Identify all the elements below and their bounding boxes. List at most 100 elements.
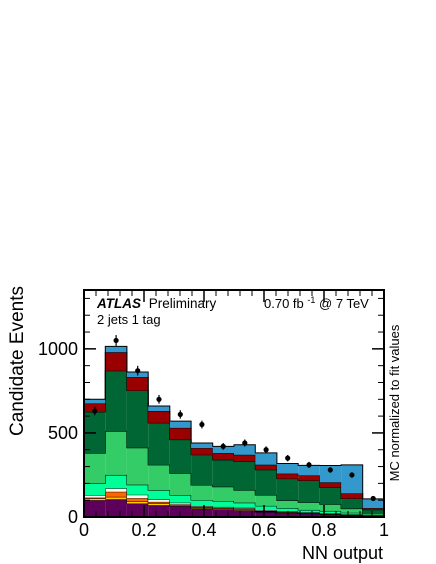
histogram-bar-s4-b7: [234, 502, 256, 508]
x-tick-label-5: 1: [379, 520, 389, 540]
histogram-bar-s1-b2: [126, 501, 149, 504]
axes: [83, 289, 385, 518]
histogram-bar-s1-b0: [84, 498, 106, 501]
histogram-bar-s6-b12: [341, 498, 363, 509]
data-point-0: [92, 408, 98, 414]
y-tick-label-0: 0: [68, 507, 78, 527]
histogram-bar-s0-b11: [319, 514, 342, 517]
histogram-bar-s7-b9: [276, 473, 299, 479]
luminosity-exponent: -1: [307, 295, 315, 305]
histogram-bar-s4-b6: [212, 501, 234, 507]
histogram-bar-s4-b8: [255, 505, 277, 511]
histogram-bar-s3-b0: [84, 495, 106, 498]
atlas-logo-text: ATLAS: [96, 296, 141, 311]
histogram-bar-s7-b12: [341, 493, 363, 499]
data-point-9: [285, 455, 291, 461]
histogram-bar-s8-b5: [191, 443, 213, 449]
histogram-bar-s2-b1: [105, 491, 127, 497]
histogram-bar-s8-b4: [169, 421, 192, 428]
histogram-bar-s4-b3: [148, 490, 170, 500]
histogram-bar-s5-b8: [255, 494, 277, 506]
histogram-bar-s4-b11: [319, 510, 342, 514]
histogram-bar-s0-b8: [255, 511, 277, 517]
histogram-bar-s3-b3: [148, 499, 170, 502]
data-point-12: [349, 472, 355, 478]
atlas-label: ATLAS Preliminary: [96, 296, 217, 311]
histogram-bar-s0-b7: [234, 510, 256, 517]
histogram-bar-s6-b6: [212, 459, 234, 487]
x-tick-label-2: 0.4: [191, 520, 216, 540]
histogram-bar-s0-b0: [84, 500, 106, 517]
luminosity-value: 0.70 fb: [264, 296, 304, 311]
histogram-bar-s0-b1: [105, 499, 127, 517]
histogram-bar-s6-b10: [298, 480, 320, 503]
histogram-bar-s5-b3: [148, 464, 170, 491]
histogram-bar-s8-b9: [276, 463, 299, 474]
data-point-3: [156, 396, 162, 402]
histogram-bar-s7-b11: [319, 482, 342, 488]
histogram-bar-s7-b5: [191, 448, 213, 455]
histogram-bar-s4-b0: [84, 483, 106, 496]
histogram-bar-s8-b7: [234, 444, 256, 455]
data-point-8: [263, 447, 269, 453]
data-point-7: [242, 440, 248, 446]
histogram-bar-s7-b2: [126, 377, 149, 391]
histogram-bar-s0-b6: [212, 509, 234, 517]
histogram-bar-s7-b1: [105, 352, 127, 371]
histogram-bar-s6-b8: [255, 469, 277, 495]
normalization-label: MC normalized to fit values: [387, 324, 402, 481]
histogram-bar-s6-b13: [362, 509, 384, 514]
histogram-bar-s5-b6: [212, 486, 234, 502]
x-tick-label-4: 0.8: [311, 520, 336, 540]
histogram-bar-s8-b11: [319, 465, 342, 483]
histogram-bar-s6-b4: [169, 439, 192, 474]
histogram-bar-s5-b11: [319, 504, 342, 511]
data-points: [92, 335, 376, 502]
histogram-bar-s5-b10: [298, 502, 320, 510]
data-point-11: [327, 467, 333, 473]
histogram-bar-s1-b3: [148, 503, 170, 506]
histogram-bar-s8-b0: [84, 399, 106, 404]
x-tick-label-1: 0.2: [131, 520, 156, 540]
energy-text: @ 7 TeV: [319, 296, 369, 311]
y-tick-label-1: 500: [48, 423, 78, 443]
stacked-histogram: [84, 345, 384, 517]
data-point-13: [370, 495, 376, 502]
histogram-bar-s8-b8: [255, 452, 277, 465]
histogram-bar-s3-b1: [105, 488, 127, 492]
histogram-bar-s5-b12: [341, 508, 363, 513]
histogram-bar-s6-b1: [105, 370, 127, 432]
histogram-bar-s4-b12: [341, 512, 363, 515]
histogram-bar-s5-b1: [105, 431, 127, 475]
preliminary-text: Preliminary: [149, 296, 217, 311]
histogram-bar-s5-b0: [84, 453, 106, 484]
ticks: 0 0.2 0.4 0.6 0.8 1 0 500 1000: [38, 290, 389, 540]
histogram-bar-s5-b4: [169, 473, 192, 496]
histogram-bar-s8-b1: [105, 346, 127, 353]
x-tick-label-3: 0.6: [251, 520, 276, 540]
histogram-bar-s7-b10: [298, 475, 320, 481]
histogram-bar-s4-b5: [191, 500, 213, 507]
histogram-bar-s7-b3: [148, 411, 170, 423]
histogram-bar-s4-b9: [276, 508, 299, 512]
histogram-bar-s6-b3: [148, 422, 170, 465]
data-point-6: [220, 443, 226, 449]
histogram-bar-s0-b10: [298, 513, 320, 517]
data-point-4: [177, 411, 183, 418]
data-point-1: [113, 337, 119, 344]
luminosity-label: 0.70 fb -1 @ 7 TeV: [264, 291, 369, 311]
histogram-bar-s7-b8: [255, 464, 277, 470]
plot-frame: [83, 289, 385, 518]
y-axis-title: Candidate Events: [7, 286, 28, 436]
data-point-10: [306, 462, 312, 468]
histogram-bar-s7-b6: [212, 453, 234, 460]
selection-label: 2 jets 1 tag: [97, 312, 161, 327]
histogram-bar-s3-b2: [126, 494, 149, 499]
histogram-bar-s6-b11: [319, 487, 342, 505]
histogram-bar-s5-b2: [126, 447, 149, 485]
histogram-bar-s6-b7: [234, 461, 256, 491]
histogram-bar-s6-b9: [276, 478, 299, 501]
histogram-bar-s3-b4: [169, 502, 192, 505]
histogram-bar-s4-b4: [169, 495, 192, 503]
